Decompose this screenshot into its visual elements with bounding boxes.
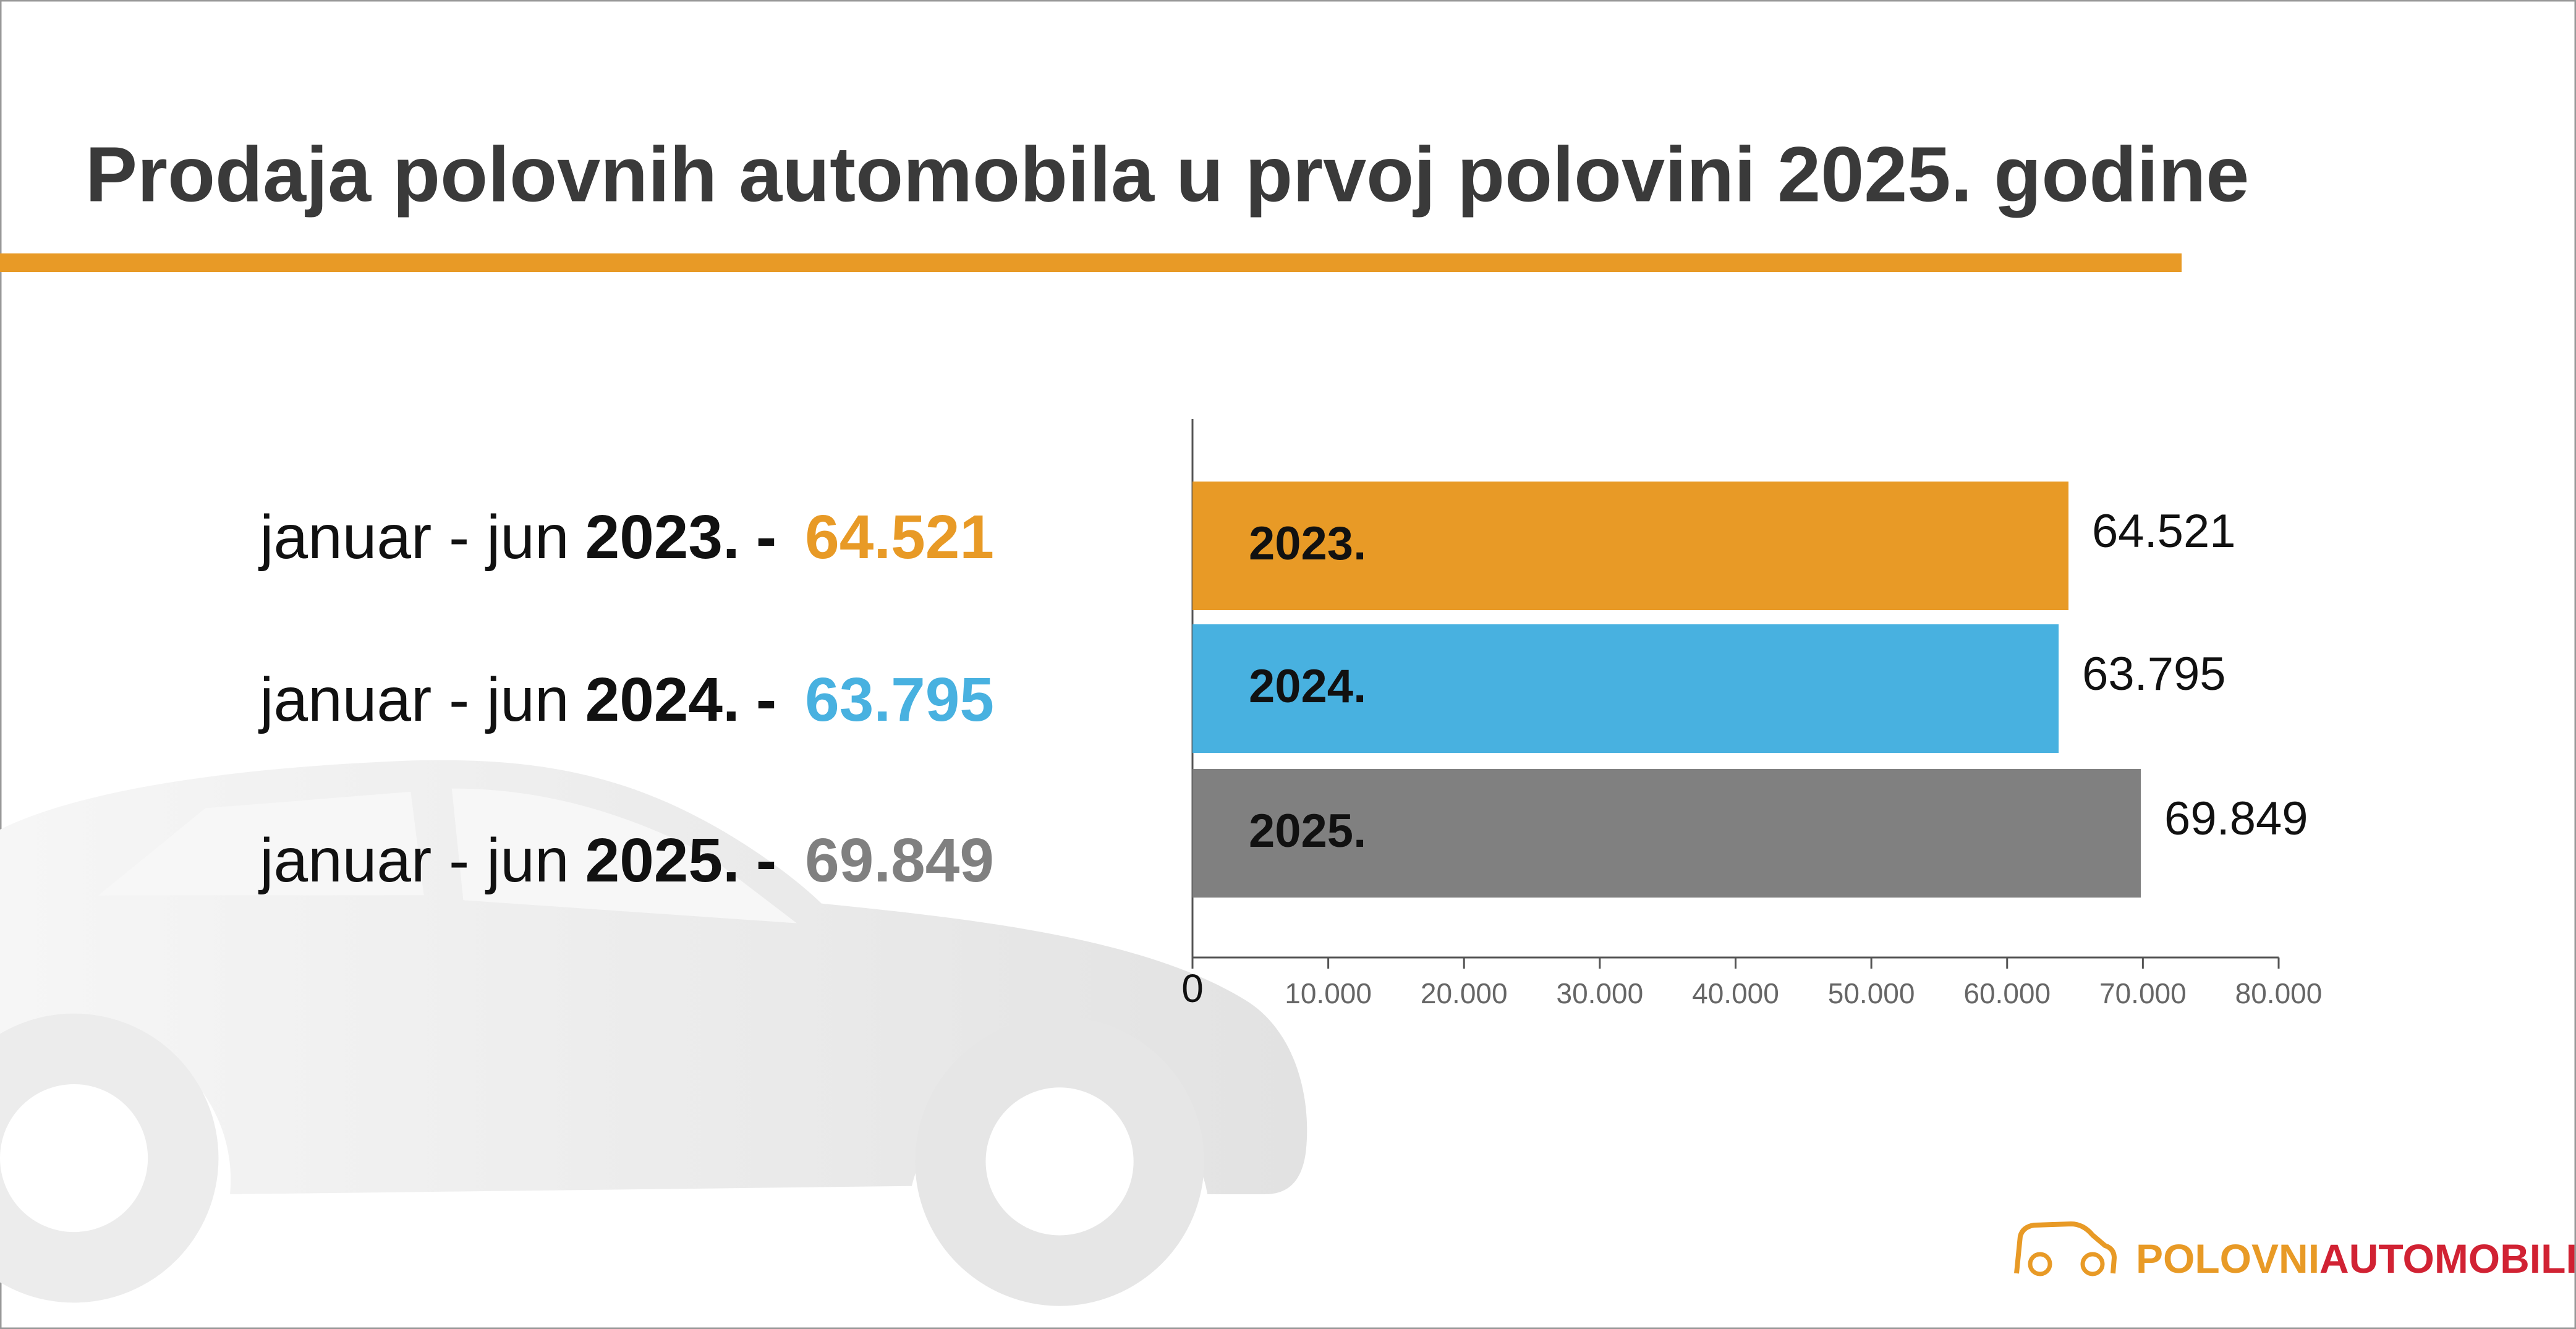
bar [1192,624,2059,753]
value-label: 64.521 [2092,505,2235,558]
summary-separator: - [756,665,776,734]
bar [1192,769,2141,898]
bar-category-label: 2025. [1249,805,1366,857]
summary-prefix: januar - jun [258,665,569,734]
x-tick-label: 40.000 [1692,977,1779,1009]
bar-category-label: 2024. [1249,660,1366,713]
summary-line: januar - jun 2024. -63.795 [258,665,994,734]
x-tick-label: 50.000 [1828,977,1915,1009]
x-tick-label: 80.000 [2235,977,2323,1009]
logo-text: POLOVNIAUTOMOBILI [2136,1236,2576,1281]
logo-part2: AUTOMOBILI [2319,1236,2576,1281]
x-tick-label: 10.000 [1285,977,1372,1009]
logo-icon [2014,1221,2117,1274]
summary-separator: - [756,503,776,572]
x-tick-label: 30.000 [1557,977,1644,1009]
summary-year: 2025. [585,826,740,895]
bar-category-label: 2023. [1249,517,1366,570]
summary-year: 2024. [585,665,740,734]
summary-value: 64.521 [805,503,994,572]
bar [1192,482,2069,610]
x-tick-label: 70.000 [2099,977,2187,1009]
summary-separator: - [756,826,776,895]
logo: POLOVNIAUTOMOBILI [2014,1221,2576,1281]
value-label: 69.849 [2164,792,2308,845]
summary-line: januar - jun 2025. -69.849 [258,826,994,895]
x-tick-label: 20.000 [1421,977,1508,1009]
summary-prefix: januar - jun [258,826,569,895]
title: Prodaja polovnih automobila u prvoj polo… [85,130,2249,218]
summary-year: 2023. [585,503,740,572]
summary-value: 63.795 [805,665,994,734]
x-tick-label: 60.000 [1963,977,2051,1009]
x-tick-label: 0 [1181,966,1204,1011]
car-silhouette [0,760,1307,1306]
logo-part1: POLOVNI [2136,1236,2319,1281]
title-rule [0,253,2182,272]
value-label: 63.795 [2082,648,2225,700]
summary-line: januar - jun 2023. -64.521 [258,503,994,572]
summary-prefix: januar - jun [258,503,569,572]
summary-value: 69.849 [805,826,994,895]
